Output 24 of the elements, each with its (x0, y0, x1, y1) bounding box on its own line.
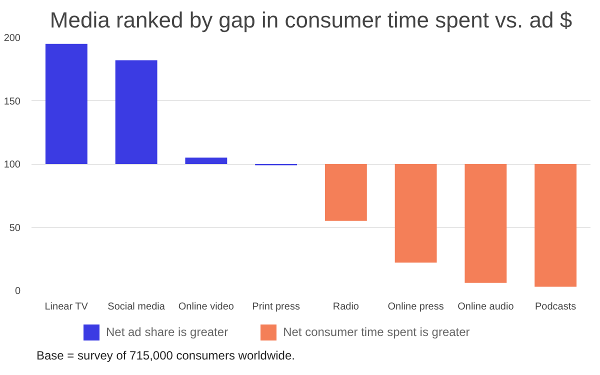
bar (324, 164, 367, 221)
bar (185, 158, 228, 164)
x-tick-label: Online press (388, 302, 444, 312)
x-tick-label: Social media (108, 302, 166, 312)
legend-label: Net ad share is greater (106, 325, 228, 339)
x-tick-label: Online audio (458, 302, 514, 312)
bar (534, 164, 577, 287)
bar (45, 44, 88, 164)
y-tick-label: 50 (9, 222, 21, 234)
x-tick-label: Podcasts (534, 302, 576, 312)
bar (115, 60, 158, 164)
bar (464, 164, 507, 283)
x-tick-label: Radio (332, 302, 360, 312)
x-tick-label: Online video (178, 302, 234, 312)
y-tick-label: 0 (14, 286, 21, 297)
y-tick-label: 200 (4, 33, 21, 44)
y-tick-label: 150 (4, 96, 21, 108)
x-tick-label: Linear TV (44, 302, 88, 312)
legend-label: Net consumer time spent is greater (283, 325, 470, 339)
y-tick-label: 100 (4, 160, 21, 170)
chart-title: Media ranked by gap in consumer time spent vs. ad $ (50, 8, 572, 32)
x-tick-label: Print press (252, 302, 300, 312)
bar (394, 164, 437, 263)
text: Base = survey of 715,000 consumers worldwide. (36, 348, 295, 362)
